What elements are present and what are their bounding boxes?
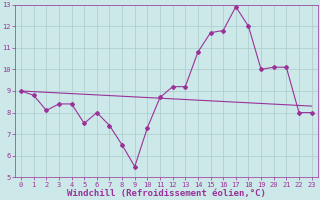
X-axis label: Windchill (Refroidissement éolien,°C): Windchill (Refroidissement éolien,°C) xyxy=(67,189,266,198)
